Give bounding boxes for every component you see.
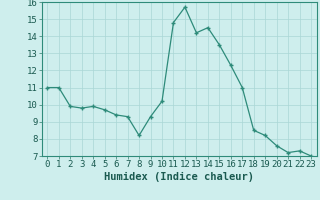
X-axis label: Humidex (Indice chaleur): Humidex (Indice chaleur) <box>104 172 254 182</box>
